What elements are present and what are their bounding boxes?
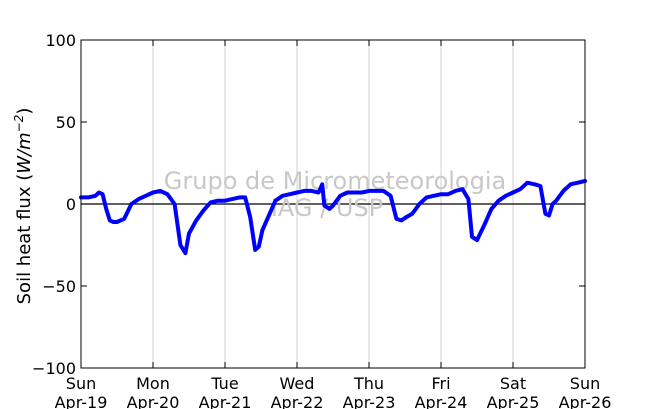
x-tick-day-2: Tue [210, 374, 238, 393]
y-tick-label-2: 0 [66, 195, 76, 214]
y-axis-label-unit: W/m [14, 132, 35, 173]
y-axis-ticks: 100 50 0 −50 −100 [32, 31, 585, 378]
y-axis-label-exponent: −2 [12, 115, 26, 133]
x-tick-date-6: Apr-25 [487, 393, 540, 409]
series-line-0 [79, 179, 587, 256]
x-tick-day-4: Thu [353, 374, 384, 393]
y-axis-label-suffix: ) [14, 108, 35, 115]
y-tick-label-3: −50 [42, 277, 76, 296]
x-tick-day-1: Mon [136, 374, 170, 393]
x-tick-date-1: Apr-20 [127, 393, 180, 409]
y-tick-label-0: 100 [45, 31, 76, 50]
x-tick-date-4: Apr-23 [343, 393, 396, 409]
x-tick-date-2: Apr-21 [199, 393, 252, 409]
x-tick-day-0: Sun [66, 374, 96, 393]
watermark-line-1: Grupo de Micrometeorologia [164, 167, 506, 195]
x-tick-date-0: Apr-19 [55, 393, 108, 409]
x-tick-day-5: Fri [431, 374, 450, 393]
y-tick-label-4: −100 [32, 359, 76, 378]
x-tick-date-5: Apr-24 [415, 393, 468, 409]
series-layer [79, 179, 587, 256]
x-tick-day-3: Wed [280, 374, 315, 393]
watermark: Grupo de Micrometeorologia IAG / USP [164, 167, 506, 222]
x-tick-date-7: Apr-26 [559, 393, 612, 409]
x-tick-date-3: Apr-22 [271, 393, 324, 409]
x-tick-day-6: Sat [500, 374, 526, 393]
x-axis-ticks: SunApr-19MonApr-20TueApr-21WedApr-22ThuA… [55, 40, 612, 409]
y-tick-label-1: 50 [56, 113, 76, 132]
y-axis-label: Soil heat flux (W/m−2) [12, 108, 35, 305]
x-tick-day-7: Sun [570, 374, 600, 393]
y-axis-label-prefix: Soil heat flux ( [14, 174, 35, 305]
